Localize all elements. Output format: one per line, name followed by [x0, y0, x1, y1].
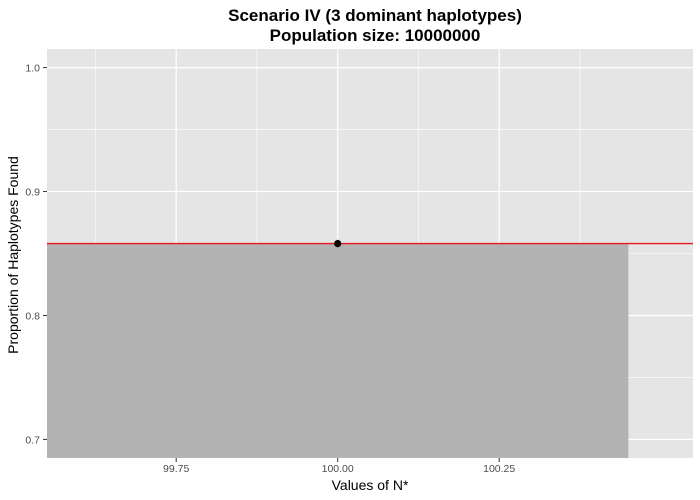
x-tick-label: 99.75 — [163, 463, 189, 475]
x-tick-label: 100.25 — [483, 463, 515, 475]
bar — [47, 243, 629, 458]
y-tick-label: 0.7 — [25, 434, 40, 446]
plot-panel: 99.75 100.00 100.25 0.7 0.8 0.9 1.0 — [25, 49, 693, 475]
y-tick-label: 0.9 — [25, 187, 40, 199]
y-axis-title: Proportion of Haplotypes Found — [5, 156, 21, 354]
data-point — [334, 239, 342, 248]
chart-subtitle: Population size: 10000000 — [270, 26, 481, 45]
y-tick-label: 0.8 — [25, 310, 40, 322]
x-tick-label: 100.00 — [322, 463, 354, 475]
x-axis-title: Values of N* — [332, 477, 409, 493]
chart-title: Scenario IV (3 dominant haplotypes) — [228, 6, 522, 25]
y-tick-label: 1.0 — [25, 63, 40, 75]
